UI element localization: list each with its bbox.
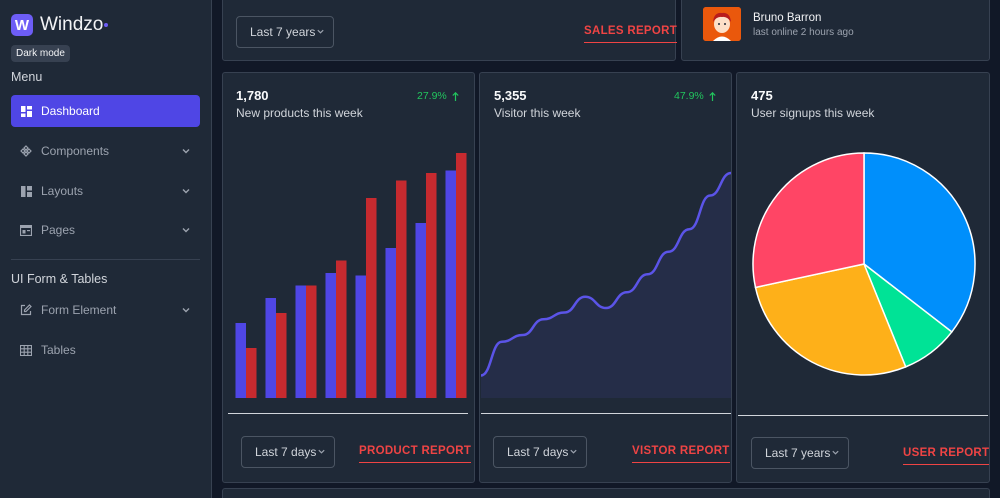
bar xyxy=(426,173,437,398)
chevron-down-icon xyxy=(318,449,325,454)
chevron-down-icon xyxy=(182,189,190,194)
bar xyxy=(336,260,347,398)
select-value: Last 7 years xyxy=(765,446,831,460)
chevron-down-icon xyxy=(182,149,190,154)
chevron-down-icon xyxy=(317,29,324,34)
signups-label: User signups this week xyxy=(751,106,875,120)
brand-logo-icon: W xyxy=(11,14,33,36)
change-value: 47.9% xyxy=(674,90,704,102)
signups-count: 475 xyxy=(751,88,773,103)
diamond-icon xyxy=(20,145,32,157)
chevron-down-icon xyxy=(182,228,190,233)
products-change: 27.9% xyxy=(417,90,459,102)
bar xyxy=(385,248,396,398)
bar xyxy=(295,285,306,398)
sidebar: W Windzo Dark mode Menu Dashboard Compon… xyxy=(0,0,212,498)
sidebar-item-tables[interactable]: Tables xyxy=(11,334,200,366)
bottom-card xyxy=(222,488,990,498)
bar xyxy=(276,313,287,398)
select-value: Last 7 days xyxy=(507,445,569,459)
bar xyxy=(396,180,407,398)
bar xyxy=(235,323,246,398)
arrow-up-icon xyxy=(452,91,459,101)
user-status: last online 2 hours ago xyxy=(753,27,854,38)
bar xyxy=(265,298,276,398)
products-label: New products this week xyxy=(236,106,363,120)
avatar[interactable] xyxy=(703,7,741,41)
products-bar-chart xyxy=(235,153,467,398)
sidebar-item-label: Dashboard xyxy=(41,104,100,118)
signups-divider xyxy=(738,415,988,416)
layout-icon xyxy=(20,185,32,197)
dark-mode-toggle[interactable]: Dark mode xyxy=(11,45,70,62)
select-value: Last 7 days xyxy=(255,445,317,459)
visitor-report-link[interactable]: VISTOR REPORT xyxy=(632,445,730,463)
page-icon xyxy=(20,224,32,236)
bar xyxy=(325,273,336,398)
select-value: Last 7 years xyxy=(250,25,316,39)
products-divider xyxy=(228,413,468,414)
arrow-up-icon xyxy=(709,91,716,101)
sidebar-item-label: Pages xyxy=(41,223,76,237)
bar xyxy=(355,275,366,398)
forms-heading: UI Form & Tables xyxy=(11,272,108,286)
bar xyxy=(456,153,467,398)
sales-period-select[interactable]: Last 7 years xyxy=(236,16,334,48)
pie-slice xyxy=(752,152,865,289)
visitors-count: 5,355 xyxy=(494,88,527,103)
visitors-area-chart xyxy=(481,171,731,398)
sidebar-item-dashboard[interactable]: Dashboard xyxy=(11,95,200,127)
bar xyxy=(366,198,377,398)
grid-icon xyxy=(20,105,32,117)
brand-name: Windzo xyxy=(40,14,104,35)
signups-pie-chart xyxy=(752,152,976,376)
sidebar-item-label: Components xyxy=(41,144,110,158)
bar xyxy=(415,223,426,398)
products-count: 1,780 xyxy=(236,88,269,103)
user-name: Bruno Barron xyxy=(753,12,822,24)
sidebar-item-label: Tables xyxy=(41,343,76,357)
sales-report-link[interactable]: SALES REPORT xyxy=(584,25,678,43)
visitors-divider xyxy=(481,413,731,414)
change-value: 27.9% xyxy=(417,90,447,102)
edit-icon xyxy=(20,304,32,316)
sidebar-divider xyxy=(11,259,200,260)
bar xyxy=(445,170,456,398)
bar xyxy=(246,348,257,398)
bar xyxy=(306,285,317,398)
sidebar-item-pages[interactable]: Pages xyxy=(11,214,200,246)
sidebar-item-form-element[interactable]: Form Element xyxy=(11,294,200,326)
signups-period-select[interactable]: Last 7 years xyxy=(751,437,849,469)
product-report-link[interactable]: PRODUCT REPORT xyxy=(359,445,472,463)
visitors-label: Visitor this week xyxy=(494,106,581,120)
menu-heading: Menu xyxy=(11,70,43,84)
sidebar-item-components[interactable]: Components xyxy=(11,135,200,167)
chevron-down-icon xyxy=(832,450,839,455)
area-fill xyxy=(481,173,731,398)
sidebar-item-label: Form Element xyxy=(41,303,117,317)
chevron-down-icon xyxy=(182,308,190,313)
chevron-down-icon xyxy=(570,449,577,454)
brand[interactable]: W Windzo xyxy=(11,14,109,36)
visitors-change: 47.9% xyxy=(674,90,716,102)
sidebar-item-layouts[interactable]: Layouts xyxy=(11,175,200,207)
sidebar-item-label: Layouts xyxy=(41,184,84,198)
user-report-link[interactable]: USER REPORT xyxy=(903,447,990,465)
pie-slice xyxy=(863,152,976,333)
series-line xyxy=(481,171,731,377)
table-icon xyxy=(20,344,32,356)
visitors-period-select[interactable]: Last 7 days xyxy=(493,436,587,468)
brand-dot xyxy=(104,23,109,27)
pie-slice xyxy=(754,263,907,376)
products-period-select[interactable]: Last 7 days xyxy=(241,436,335,468)
